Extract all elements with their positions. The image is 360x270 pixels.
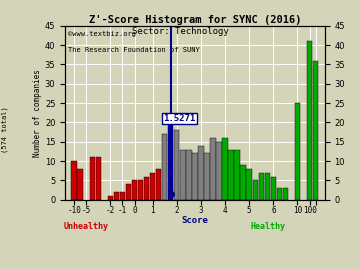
Bar bbox=[210, 138, 216, 200]
Bar bbox=[216, 142, 222, 200]
Bar bbox=[271, 177, 276, 200]
Bar bbox=[168, 119, 174, 200]
Bar bbox=[252, 180, 258, 200]
Bar bbox=[204, 153, 210, 200]
Bar bbox=[96, 157, 101, 200]
Text: The Research Foundation of SUNY: The Research Foundation of SUNY bbox=[68, 47, 199, 53]
X-axis label: Score: Score bbox=[181, 217, 208, 225]
Title: Z'-Score Histogram for SYNC (2016): Z'-Score Histogram for SYNC (2016) bbox=[89, 15, 301, 25]
Bar bbox=[265, 173, 270, 200]
Bar bbox=[144, 177, 149, 200]
Bar bbox=[126, 184, 131, 200]
Y-axis label: Number of companies: Number of companies bbox=[33, 69, 42, 157]
Bar bbox=[295, 103, 300, 200]
Text: ©www.textbiz.org: ©www.textbiz.org bbox=[68, 31, 136, 37]
Text: (574 total): (574 total) bbox=[2, 106, 8, 153]
Bar bbox=[138, 180, 143, 200]
Text: Sector: Technology: Sector: Technology bbox=[132, 27, 228, 36]
Bar bbox=[228, 150, 234, 200]
Bar bbox=[240, 165, 246, 200]
Bar bbox=[90, 157, 95, 200]
Bar bbox=[180, 150, 185, 200]
Bar bbox=[307, 41, 312, 200]
Bar bbox=[234, 150, 240, 200]
Bar bbox=[150, 173, 156, 200]
Bar bbox=[186, 150, 192, 200]
Bar bbox=[198, 146, 204, 200]
Bar bbox=[192, 153, 198, 200]
Bar bbox=[72, 161, 77, 200]
Text: Unhealthy: Unhealthy bbox=[63, 221, 108, 231]
Bar bbox=[114, 192, 119, 200]
Bar bbox=[120, 192, 125, 200]
Bar bbox=[247, 169, 252, 200]
Bar bbox=[222, 138, 228, 200]
Bar bbox=[258, 173, 264, 200]
Bar bbox=[108, 196, 113, 200]
Bar bbox=[132, 180, 137, 200]
Text: 1.5271: 1.5271 bbox=[163, 114, 195, 123]
Bar bbox=[77, 169, 83, 200]
Text: Healthy: Healthy bbox=[250, 221, 285, 231]
Bar bbox=[162, 134, 167, 200]
Bar bbox=[313, 60, 318, 200]
Bar bbox=[283, 188, 288, 200]
Bar bbox=[277, 188, 282, 200]
Bar bbox=[174, 130, 180, 200]
Bar bbox=[156, 169, 161, 200]
